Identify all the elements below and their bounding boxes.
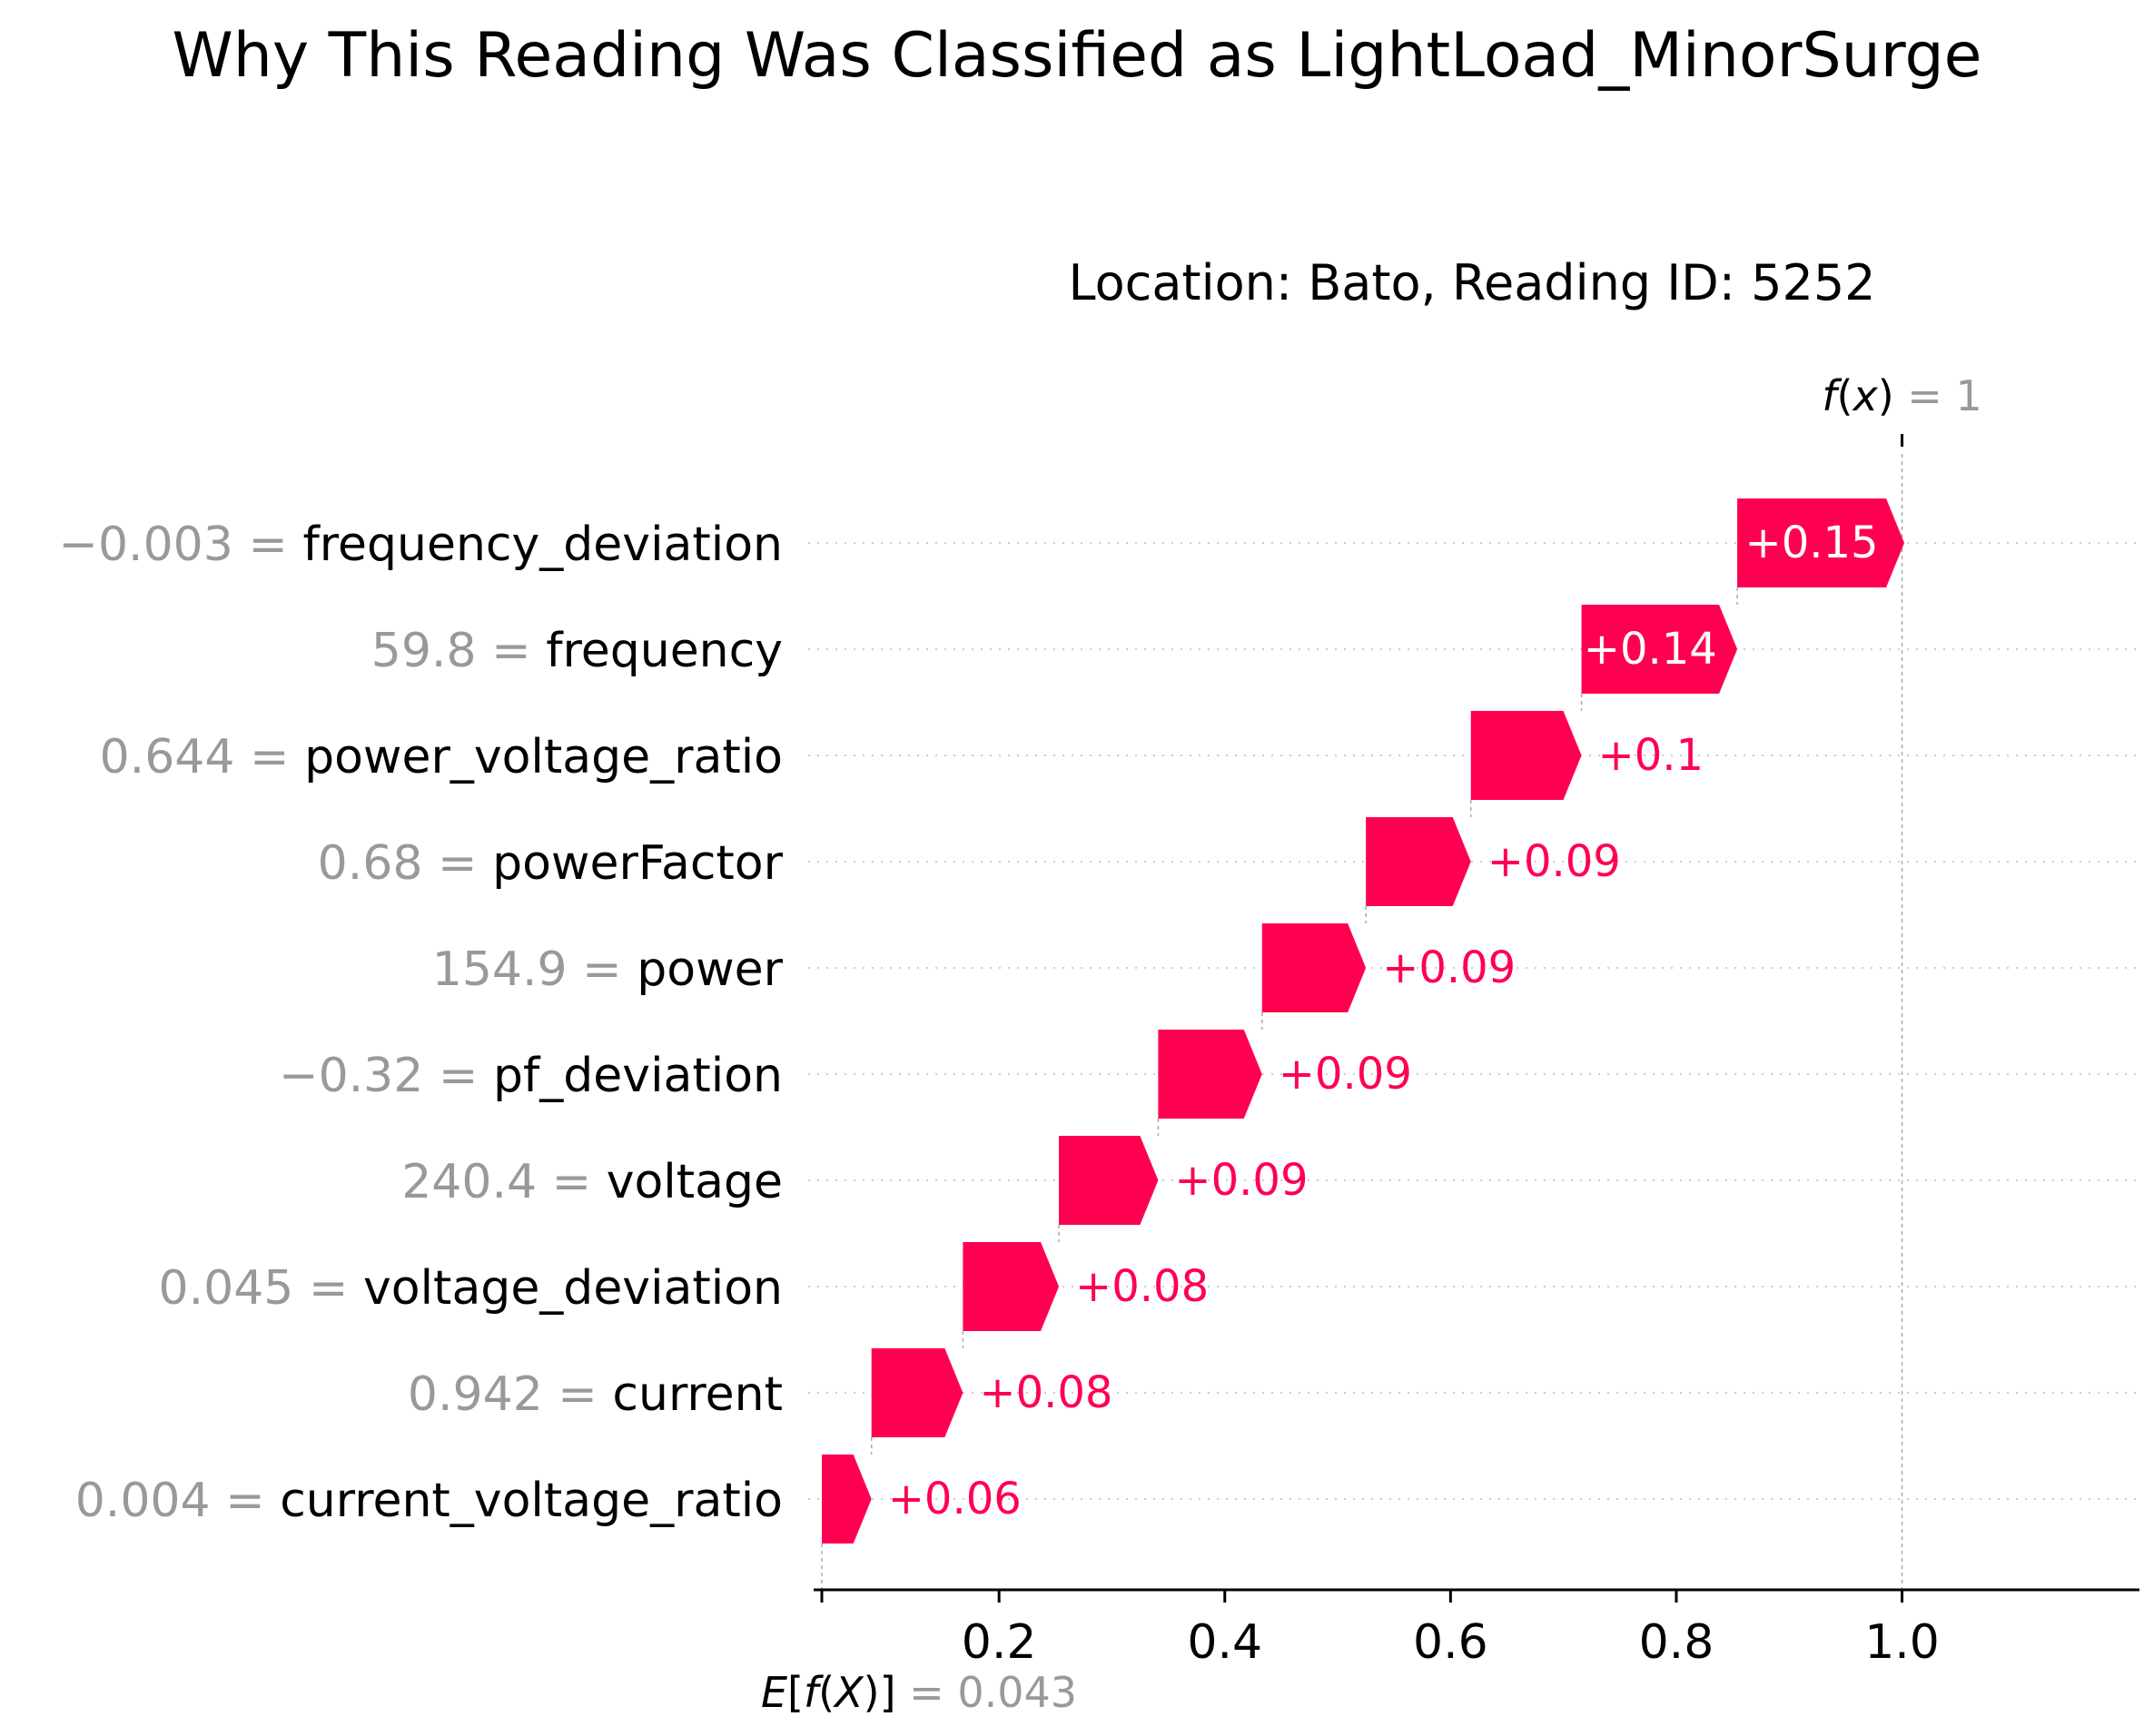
feature-label-current_voltage_ratio: 0.004 = current_voltage_ratio [75, 1474, 783, 1528]
feature-name: power [637, 942, 783, 997]
feature-label-powerFactor: 0.68 = powerFactor [318, 836, 784, 891]
bar-current_voltage_ratio [822, 1455, 872, 1544]
feature-name: frequency [546, 624, 783, 678]
bar-voltage [1059, 1136, 1159, 1225]
bar-voltage_deviation [963, 1242, 1060, 1331]
feature-label-voltage: 240.4 = voltage [401, 1155, 783, 1209]
output-value-label: f(x) = 1 [1822, 371, 1981, 420]
base-value-label: E[f(X)] = 0.043 [761, 1668, 1077, 1717]
bar-value-label: +0.09 [1382, 942, 1516, 993]
feature-name: voltage [607, 1155, 783, 1209]
bar-frequency [1581, 605, 1738, 694]
feature-value: 0.644 = [100, 730, 305, 784]
feature-label-frequency: 59.8 = frequency [371, 624, 783, 678]
feature-value: −0.32 = [279, 1049, 493, 1103]
bar-current [871, 1348, 963, 1437]
feature-value: 0.942 = [408, 1367, 613, 1422]
gridlines [808, 542, 2139, 1500]
bar-value-label: +0.08 [979, 1367, 1112, 1418]
base-value-annotation: E[f(X)] = 0.043 [761, 1668, 1077, 1717]
feature-value: 0.68 = [318, 836, 492, 891]
bar-value-label: +0.09 [1487, 836, 1621, 887]
feature-name: voltage_deviation [363, 1261, 783, 1316]
bar-value-label: +0.1 [1598, 730, 1704, 781]
feature-label-pf_deviation: −0.32 = pf_deviation [279, 1049, 783, 1103]
x-tick-label: 0.2 [962, 1615, 1037, 1670]
feature-label-current: 0.942 = current [408, 1367, 783, 1422]
feature-label-power: 154.9 = power [432, 942, 784, 997]
feature-value: 0.004 = [75, 1474, 281, 1528]
x-tick-label: 0.4 [1187, 1615, 1262, 1670]
x-axis: 0.2 0.4 0.6 0.8 1.0 [814, 1588, 2139, 1670]
connector-lines [821, 434, 1904, 1590]
output-value: 1 [1955, 371, 1981, 420]
bar-frequency_deviation [1737, 498, 1905, 587]
feature-value: 154.9 = [432, 942, 637, 997]
bar-value-label: +0.09 [1174, 1155, 1308, 1206]
bar-value-label: +0.09 [1279, 1049, 1412, 1100]
feature-label-frequency_deviation: −0.003 = frequency_deviation [58, 518, 783, 572]
feature-name: pf_deviation [493, 1049, 783, 1103]
feature-value: 59.8 = [371, 624, 546, 678]
feature-name: powerFactor [492, 836, 784, 891]
bar-power [1261, 923, 1367, 1012]
bar-value-label: +0.15 [1745, 518, 1879, 568]
x-tick-label: 0.8 [1639, 1615, 1714, 1670]
bar-power_voltage_ratio [1470, 711, 1582, 800]
chart-title: Why This Reading Was Classified as Light… [172, 20, 1981, 92]
feature-name: current_voltage_ratio [280, 1474, 783, 1528]
bars: +0.15 +0.14 +0.1 +0.09 +0.09 +0.09 +0.09 +0.08 +… [822, 498, 1905, 1544]
feature-label-power_voltage_ratio: 0.644 = power_voltage_ratio [100, 730, 783, 784]
feature-value: −0.003 = [58, 518, 302, 572]
feature-name: power_voltage_ratio [304, 730, 783, 784]
feature-value: 0.045 = [159, 1261, 364, 1316]
feature-label-voltage_deviation: 0.045 = voltage_deviation [159, 1261, 783, 1316]
output-value-annotation: f(x) = 1 [1822, 371, 1981, 420]
bar-pf_deviation [1158, 1030, 1262, 1119]
feature-name: frequency_deviation [302, 518, 783, 572]
bar-powerFactor [1366, 817, 1471, 906]
chart-subtitle: Location: Bato, Reading ID: 5252 [1068, 254, 1875, 311]
feature-value: 240.4 = [401, 1155, 607, 1209]
feature-name: current [612, 1367, 783, 1422]
feature-labels: −0.003 = frequency_deviation 59.8 = frequ… [58, 518, 783, 1528]
bar-value-label: +0.06 [888, 1474, 1022, 1524]
x-tick-label: 1.0 [1864, 1615, 1940, 1670]
base-value: 0.043 [957, 1668, 1077, 1717]
bar-value-label: +0.14 [1584, 624, 1717, 675]
x-tick-label: 0.6 [1413, 1615, 1488, 1670]
bar-value-label: +0.08 [1075, 1261, 1209, 1312]
